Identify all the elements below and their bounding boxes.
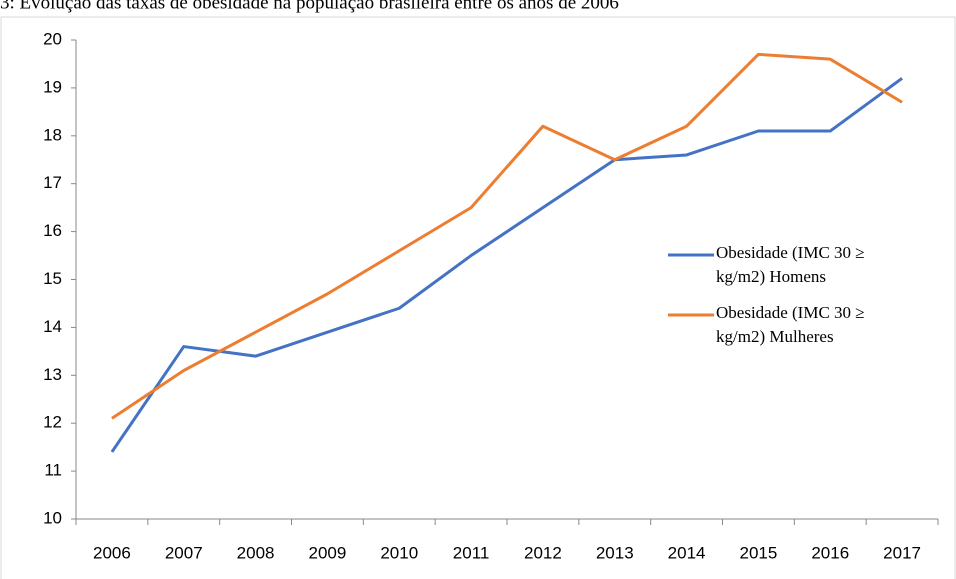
- y-tick-label: 17: [43, 173, 62, 192]
- y-tick-label: 11: [44, 461, 62, 480]
- y-tick-label: 15: [43, 269, 62, 288]
- chart-title: 3: Evolução das taxas de obesidade na po…: [0, 0, 619, 13]
- line-series: [110, 77, 903, 453]
- y-tick-label: 13: [43, 365, 62, 384]
- legend-label: Obesidade (IMC 30 ≥ kg/m2) Homens: [716, 243, 865, 286]
- x-tick-label: 2016: [811, 543, 849, 562]
- x-tick-label: 2010: [380, 543, 418, 562]
- x-tick-label: 2014: [668, 543, 706, 562]
- y-tick-label: 18: [43, 125, 62, 144]
- line-series: [111, 52, 903, 420]
- x-tick-label: 2009: [309, 543, 347, 562]
- x-tick-label: 2006: [93, 543, 131, 562]
- y-tick-label: 16: [43, 221, 62, 240]
- chart-frame: [0, 16, 956, 579]
- y-tick-label: 10: [43, 508, 62, 527]
- x-tick-label: 2017: [883, 543, 921, 562]
- y-tick-label: 14: [43, 317, 62, 336]
- y-tick-label: 19: [43, 77, 62, 96]
- x-tick-label: 2015: [740, 543, 778, 562]
- x-tick-label: 2008: [237, 543, 275, 562]
- x-tick-label: 2011: [453, 543, 490, 562]
- y-tick-label: 12: [43, 413, 62, 432]
- x-tick-label: 2007: [165, 543, 203, 562]
- x-tick-label: 2013: [596, 543, 634, 562]
- legend-label: Obesidade (IMC 30 ≥ kg/m2) Mulheres: [716, 303, 865, 346]
- y-tick-label: 20: [43, 29, 62, 48]
- x-tick-label: 2012: [524, 543, 562, 562]
